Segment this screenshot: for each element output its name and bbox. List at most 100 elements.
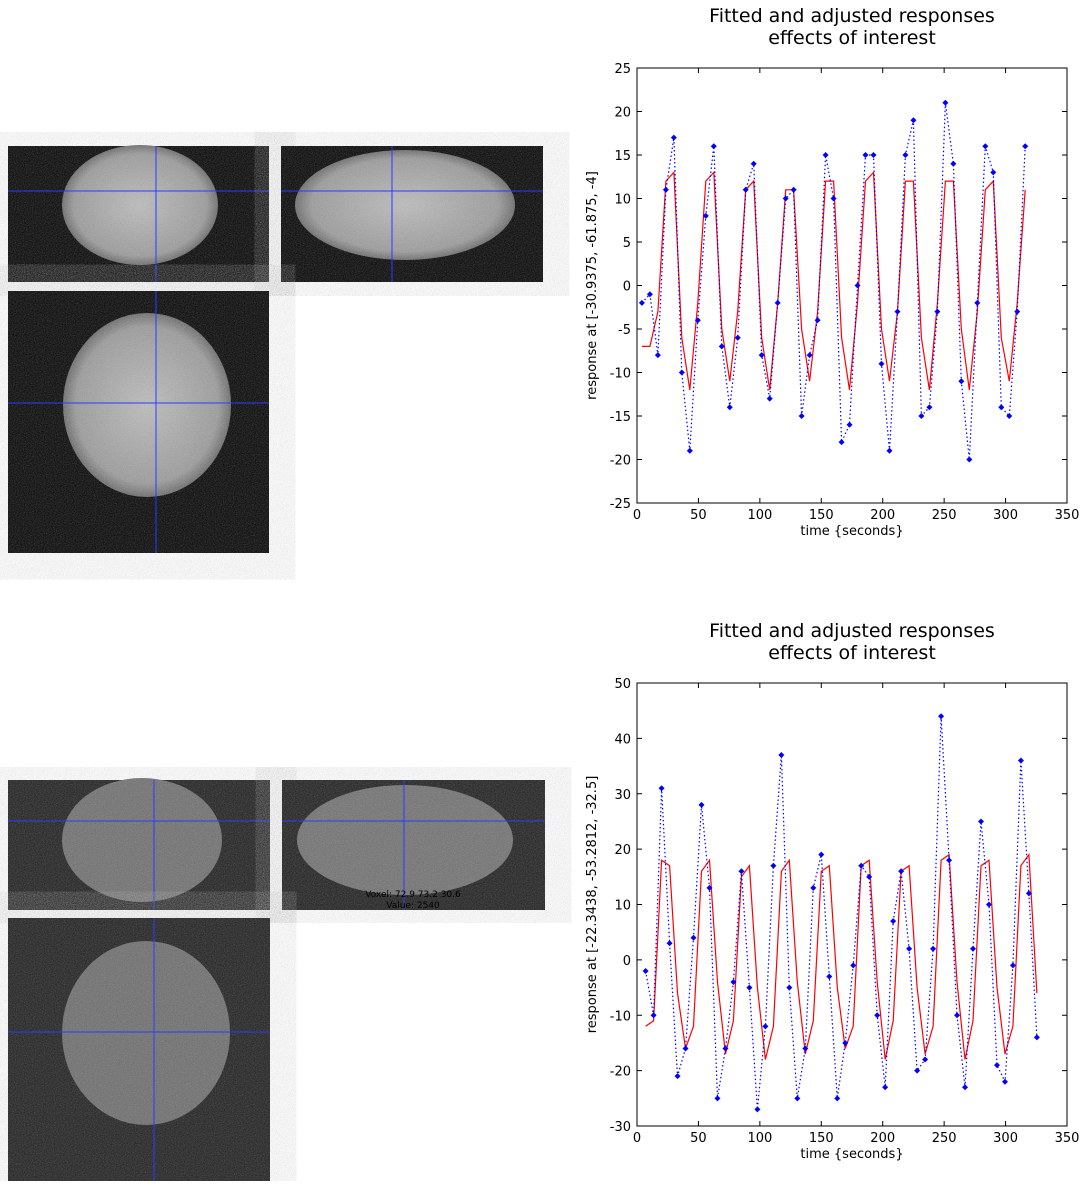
data-point — [826, 973, 833, 980]
data-point — [874, 1012, 881, 1019]
data-point — [678, 369, 685, 376]
data-point — [834, 1095, 841, 1102]
data-point — [854, 282, 861, 289]
x-tick-label: 200 — [870, 1131, 895, 1146]
data-point — [1025, 890, 1032, 897]
data-point — [962, 1084, 969, 1091]
data-point — [950, 160, 957, 167]
data-point — [702, 212, 709, 219]
value-label: Value: 2540 — [386, 901, 440, 911]
data-point — [918, 413, 925, 419]
image-texture — [8, 146, 269, 282]
image-texture — [8, 918, 270, 1181]
y-tick-label: 10 — [614, 899, 631, 914]
data-point — [654, 352, 661, 359]
data-point — [830, 195, 837, 202]
chart-subtitle: effects of interest — [768, 642, 936, 664]
data-point — [794, 1095, 801, 1102]
data-point — [858, 862, 865, 869]
data-point — [698, 801, 705, 808]
x-tick-label: 300 — [993, 508, 1018, 523]
data-point — [822, 152, 829, 158]
y-tick-label: 40 — [614, 732, 631, 747]
data-point — [762, 1023, 769, 1030]
y-axis-label: response at [-22.3438, -53.2812, -32.5] — [585, 776, 600, 1034]
data-point — [894, 308, 901, 315]
data-point — [938, 713, 945, 720]
plot-area — [636, 67, 1068, 504]
data-point — [726, 404, 733, 411]
data-point — [985, 901, 992, 908]
series-line — [641, 170, 1026, 390]
x-tick-label: 150 — [809, 508, 834, 523]
x-axis-label: time {seconds} — [800, 1147, 903, 1162]
y-tick-label: 0 — [623, 954, 631, 969]
image-texture — [282, 780, 545, 910]
data-point — [674, 1073, 681, 1080]
y-tick-label: 30 — [614, 788, 631, 803]
y-tick-label: -20 — [610, 1065, 631, 1080]
x-tick-label: 350 — [1055, 1131, 1080, 1146]
y-tick-label: -10 — [610, 367, 631, 382]
y-tick-label: 5 — [623, 236, 631, 251]
data-point — [758, 352, 765, 359]
data-point — [638, 299, 645, 306]
data-point — [1009, 962, 1016, 969]
data-point — [886, 447, 893, 454]
data-point — [770, 862, 777, 869]
data-point — [814, 317, 821, 324]
x-tick-label: 200 — [870, 508, 895, 523]
data-point — [1001, 1078, 1008, 1085]
data-point — [922, 1056, 929, 1063]
series-line — [645, 852, 1038, 1060]
plot-area — [636, 682, 1068, 1127]
data-point — [670, 134, 677, 141]
y-tick-label: 20 — [614, 106, 631, 121]
image-texture — [8, 780, 270, 910]
data-point — [838, 439, 845, 446]
data-point — [934, 308, 941, 315]
x-tick-label: 250 — [932, 1131, 957, 1146]
x-tick-label: 0 — [633, 1131, 641, 1146]
y-tick-label: 10 — [614, 193, 631, 208]
x-tick-label: 250 — [932, 508, 957, 523]
y-tick-label: -20 — [610, 454, 631, 469]
data-point — [993, 1062, 1000, 1069]
data-point — [1017, 757, 1024, 764]
data-point — [750, 160, 757, 167]
data-point — [906, 945, 913, 952]
data-point — [786, 984, 793, 991]
data-point — [686, 447, 693, 454]
data-point — [926, 404, 933, 411]
data-point — [754, 1106, 761, 1113]
data-point — [1033, 1034, 1040, 1041]
chart-title: Fitted and adjusted responses — [709, 620, 995, 642]
data-point — [958, 378, 965, 385]
data-point — [766, 395, 773, 402]
series-line — [645, 716, 1038, 1110]
data-point — [782, 195, 789, 202]
y-axis-label: response at [-30.9375, -61.875, -4] — [585, 171, 600, 400]
x-tick-label: 100 — [747, 508, 772, 523]
data-point — [914, 1067, 921, 1074]
data-point — [718, 343, 725, 350]
y-tick-label: -15 — [610, 410, 631, 425]
data-point — [778, 751, 785, 758]
data-point — [998, 404, 1005, 411]
y-tick-label: 0 — [623, 280, 631, 295]
data-point — [846, 421, 853, 428]
data-point — [738, 868, 745, 875]
data-point — [690, 934, 697, 941]
data-point — [898, 868, 905, 875]
data-point — [946, 857, 953, 864]
data-point — [942, 99, 949, 106]
chart-subtitle: effects of interest — [768, 27, 936, 49]
chart-title: Fitted and adjusted responses — [709, 5, 995, 27]
data-point — [966, 456, 973, 463]
data-point — [954, 1012, 961, 1019]
data-point — [802, 1045, 809, 1052]
y-tick-label: -30 — [610, 1120, 631, 1135]
data-point — [1006, 413, 1013, 419]
